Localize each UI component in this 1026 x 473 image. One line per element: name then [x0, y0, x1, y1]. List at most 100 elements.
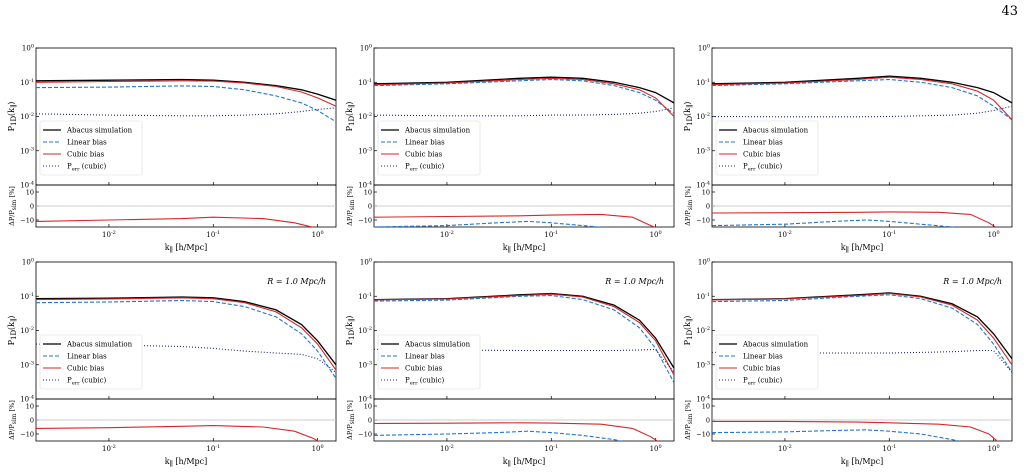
- series-line-abacus-simulation: [374, 76, 674, 104]
- x-tick-label: 100: [312, 444, 324, 453]
- residual-line-cubic-bias: [374, 213, 656, 227]
- series-line-linear-bias: [712, 78, 1012, 121]
- series-line-linear-bias: [374, 78, 674, 115]
- residual-y-axis-label: ΔP/Psim [%]: [8, 400, 18, 440]
- legend-entry: Perr (cubic): [67, 163, 106, 173]
- annotation: R = 1.0 Mpc/h: [942, 277, 1002, 286]
- residual-y-tick-label: −10: [696, 431, 710, 439]
- legend-box: [39, 334, 143, 390]
- page-number: 43: [1001, 4, 1018, 19]
- legend-entry: Abacus simulation: [742, 341, 809, 349]
- legend-entry: Linear bias: [743, 353, 783, 361]
- residual-y-tick-label: 0: [30, 203, 34, 211]
- y-tick-label: 10-2: [20, 326, 34, 335]
- y-tick-label: 10-4: [20, 395, 34, 404]
- y-tick-label: 10-3: [696, 146, 710, 155]
- residual-y-tick-label: 10: [702, 403, 710, 411]
- residual-y-axis-label: ΔP/Psim [%]: [8, 186, 18, 226]
- legend-box: [715, 120, 819, 176]
- legend-entry: Cubic bias: [743, 365, 781, 373]
- residual-y-tick-label: 10: [364, 189, 372, 197]
- residual-line-linear-bias: [374, 430, 624, 441]
- residual-line-linear-bias: [712, 219, 958, 227]
- x-axis-label: k∥ [h/Mpc]: [503, 243, 546, 254]
- y-tick-label: 10-4: [358, 181, 372, 190]
- residual-y-axis-label: ΔP/Psim [%]: [684, 400, 694, 440]
- annotation: R = 1.0 Mpc/h: [266, 277, 326, 286]
- legend-entry: Linear bias: [67, 139, 107, 147]
- legend-entry: Cubic bias: [405, 151, 443, 159]
- y-tick-label: 10-1: [358, 78, 372, 87]
- x-tick-label: 100: [650, 444, 662, 453]
- series-line-cubic-bias: [374, 293, 674, 376]
- y-tick-label: 10-2: [696, 112, 710, 121]
- y-tick-label: 10-4: [20, 181, 34, 190]
- residual-y-tick-label: 10: [26, 189, 34, 197]
- series-line-cubic-bias: [712, 292, 1012, 366]
- residual-y-axis-label: ΔP/Psim [%]: [346, 186, 356, 226]
- x-axis-label: k∥ [h/Mpc]: [841, 243, 884, 254]
- y-axis-label: P1D(k∥): [7, 102, 18, 132]
- series-line-p-err-cubic-: [712, 349, 1012, 373]
- y-tick-label: 10-3: [358, 360, 372, 369]
- x-tick-label: 10-1: [206, 444, 220, 453]
- legend-entry: Perr (cubic): [743, 163, 782, 173]
- y-axis-label: P1D(k∥): [683, 316, 694, 346]
- legend-entry: Linear bias: [405, 139, 445, 147]
- legend-entry: Abacus simulation: [66, 341, 133, 349]
- residual-line-cubic-bias: [36, 216, 315, 227]
- y-axis-label: P1D(k∥): [7, 316, 18, 346]
- x-tick-label: 10-2: [102, 230, 116, 239]
- x-tick-label: 100: [988, 444, 1000, 453]
- legend-entry: Abacus simulation: [404, 341, 471, 349]
- x-tick-label: 10-1: [544, 444, 558, 453]
- series-line-linear-bias: [36, 299, 336, 379]
- y-tick-label: 10-3: [696, 360, 710, 369]
- series-line-abacus-simulation: [36, 78, 336, 101]
- y-tick-label: 10-3: [20, 146, 34, 155]
- y-tick-label: 10-2: [20, 112, 34, 121]
- x-axis-label: k∥ [h/Mpc]: [165, 457, 208, 468]
- series-line-abacus-simulation: [36, 296, 336, 366]
- y-tick-label: 100: [22, 258, 34, 267]
- x-axis-label: k∥ [h/Mpc]: [841, 457, 884, 468]
- y-axis-label: P1D(k∥): [345, 102, 356, 132]
- y-tick-label: 10-4: [696, 395, 710, 404]
- annotation: R = 1.0 Mpc/h: [604, 277, 664, 286]
- y-tick-label: 100: [698, 258, 710, 267]
- series-line-cubic-bias: [712, 76, 1012, 121]
- x-tick-label: 100: [312, 230, 324, 239]
- residual-line-linear-bias: [712, 429, 962, 441]
- legend-entry: Cubic bias: [67, 365, 105, 373]
- series-line-linear-bias: [712, 294, 1012, 373]
- legend-box: [377, 120, 481, 176]
- legend-entry: Linear bias: [67, 353, 107, 361]
- series-line-p-err-cubic-: [712, 105, 1012, 118]
- residual-y-tick-label: 10: [702, 189, 710, 197]
- series-line-p-err-cubic-: [36, 107, 336, 117]
- x-tick-label: 100: [988, 230, 1000, 239]
- series-line-p-err-cubic-: [374, 107, 674, 117]
- residual-y-tick-label: 10: [26, 403, 34, 411]
- y-tick-label: 10-3: [358, 146, 372, 155]
- residual-y-tick-label: −10: [20, 217, 34, 225]
- y-tick-label: 100: [22, 44, 34, 53]
- series-line-abacus-simulation: [712, 75, 1012, 104]
- x-tick-label: 10-2: [440, 230, 454, 239]
- y-tick-label: 10-2: [696, 326, 710, 335]
- y-tick-label: 100: [698, 44, 710, 53]
- residual-line-linear-bias: [374, 220, 605, 227]
- residual-line-cubic-bias: [374, 422, 659, 441]
- residual-y-tick-label: 10: [364, 403, 372, 411]
- series-line-cubic-bias: [374, 77, 674, 117]
- residual-y-tick-label: −10: [358, 431, 372, 439]
- y-tick-label: 10-1: [696, 78, 710, 87]
- legend-entry: Abacus simulation: [66, 127, 133, 135]
- residual-y-tick-label: −10: [696, 217, 710, 225]
- series-line-linear-bias: [374, 294, 674, 383]
